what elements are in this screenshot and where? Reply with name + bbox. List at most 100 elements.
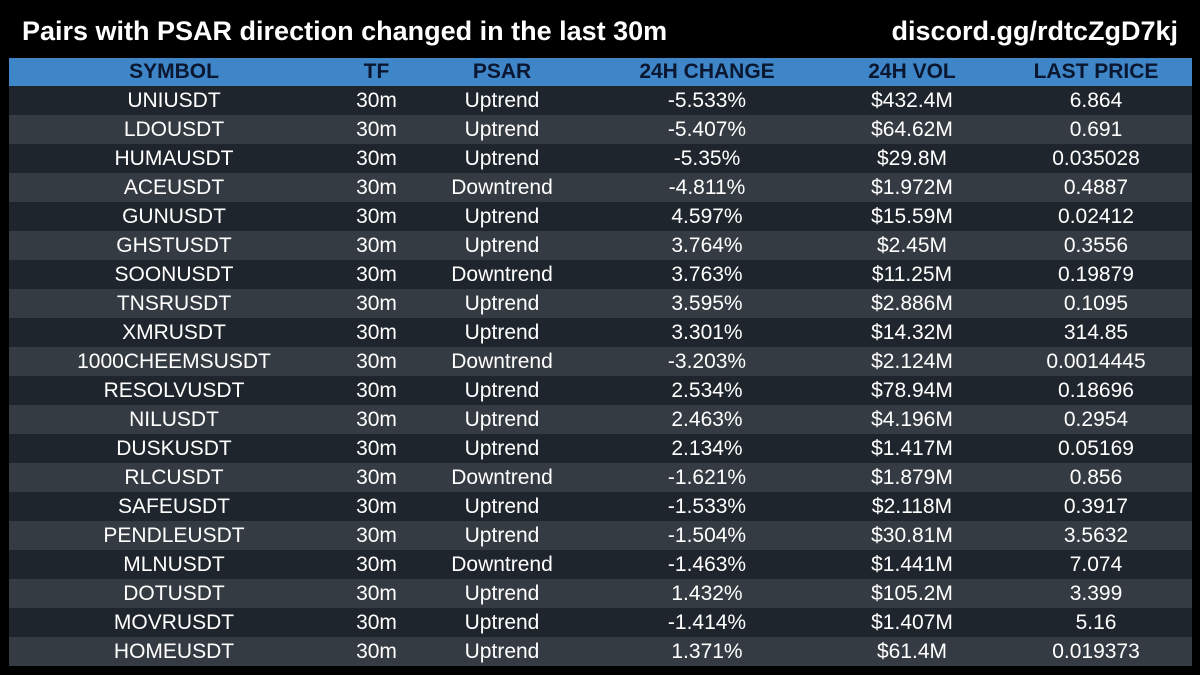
column-header-24h-vol[interactable]: 24H VOL	[824, 58, 1000, 86]
cell-tf: 30m	[339, 463, 414, 492]
table-row: UNIUSDT 30m Uptrend -5.533% $432.4M 6.86…	[9, 86, 1192, 115]
column-header-symbol[interactable]: SYMBOL	[9, 58, 339, 86]
cell-24h-change: 1.432%	[590, 579, 824, 608]
cell-tf: 30m	[339, 608, 414, 637]
cell-last-price: 7.074	[1000, 550, 1192, 579]
cell-24h-vol: $1.417M	[824, 434, 1000, 463]
cell-24h-change: 1.371%	[590, 637, 824, 666]
cell-tf: 30m	[339, 260, 414, 289]
cell-24h-vol: $2.886M	[824, 289, 1000, 318]
cell-last-price: 0.05169	[1000, 434, 1192, 463]
cell-psar: Downtrend	[414, 550, 590, 579]
cell-last-price: 0.691	[1000, 115, 1192, 144]
cell-tf: 30m	[339, 144, 414, 173]
cell-last-price: 0.18696	[1000, 376, 1192, 405]
page-header: Pairs with PSAR direction changed in the…	[0, 0, 1200, 58]
cell-24h-change: -5.407%	[590, 115, 824, 144]
table-row: HOMEUSDT 30m Uptrend 1.371% $61.4M 0.019…	[9, 637, 1192, 666]
cell-tf: 30m	[339, 318, 414, 347]
cell-psar: Uptrend	[414, 202, 590, 231]
cell-tf: 30m	[339, 434, 414, 463]
cell-symbol: SAFEUSDT	[9, 492, 339, 521]
table-row: XMRUSDT 30m Uptrend 3.301% $14.32M 314.8…	[9, 318, 1192, 347]
cell-last-price: 0.035028	[1000, 144, 1192, 173]
page-title: Pairs with PSAR direction changed in the…	[22, 16, 668, 46]
cell-last-price: 0.019373	[1000, 637, 1192, 666]
cell-tf: 30m	[339, 173, 414, 202]
table-row: TNSRUSDT 30m Uptrend 3.595% $2.886M 0.10…	[9, 289, 1192, 318]
cell-psar: Uptrend	[414, 637, 590, 666]
discord-link[interactable]: discord.gg/rdtcZgD7kj	[891, 16, 1178, 46]
cell-psar: Uptrend	[414, 115, 590, 144]
cell-last-price: 0.856	[1000, 463, 1192, 492]
table-row: 1000CHEEMSUSDT 30m Downtrend -3.203% $2.…	[9, 347, 1192, 376]
cell-symbol: HOMEUSDT	[9, 637, 339, 666]
table-row: DUSKUSDT 30m Uptrend 2.134% $1.417M 0.05…	[9, 434, 1192, 463]
table-row: RESOLVUSDT 30m Uptrend 2.534% $78.94M 0.…	[9, 376, 1192, 405]
cell-24h-change: 4.597%	[590, 202, 824, 231]
cell-tf: 30m	[339, 405, 414, 434]
table-row: NILUSDT 30m Uptrend 2.463% $4.196M 0.295…	[9, 405, 1192, 434]
cell-last-price: 0.2954	[1000, 405, 1192, 434]
cell-last-price: 0.3917	[1000, 492, 1192, 521]
cell-symbol: 1000CHEEMSUSDT	[9, 347, 339, 376]
table-row: RLCUSDT 30m Downtrend -1.621% $1.879M 0.…	[9, 463, 1192, 492]
cell-tf: 30m	[339, 492, 414, 521]
cell-24h-vol: $2.118M	[824, 492, 1000, 521]
cell-24h-vol: $61.4M	[824, 637, 1000, 666]
cell-tf: 30m	[339, 231, 414, 260]
column-header-last-price[interactable]: LAST PRICE	[1000, 58, 1192, 86]
table-row: SOONUSDT 30m Downtrend 3.763% $11.25M 0.…	[9, 260, 1192, 289]
cell-24h-change: 3.301%	[590, 318, 824, 347]
cell-psar: Uptrend	[414, 608, 590, 637]
cell-24h-change: 2.463%	[590, 405, 824, 434]
cell-24h-change: 2.134%	[590, 434, 824, 463]
column-header-psar[interactable]: PSAR	[414, 58, 590, 86]
cell-24h-vol: $2.124M	[824, 347, 1000, 376]
cell-psar: Downtrend	[414, 260, 590, 289]
table-row: GUNUSDT 30m Uptrend 4.597% $15.59M 0.024…	[9, 202, 1192, 231]
cell-symbol: DUSKUSDT	[9, 434, 339, 463]
cell-psar: Uptrend	[414, 579, 590, 608]
cell-psar: Downtrend	[414, 173, 590, 202]
cell-24h-change: -1.533%	[590, 492, 824, 521]
cell-24h-change: 3.595%	[590, 289, 824, 318]
cell-symbol: DOTUSDT	[9, 579, 339, 608]
cell-psar: Uptrend	[414, 86, 590, 115]
cell-psar: Uptrend	[414, 231, 590, 260]
cell-24h-change: -5.533%	[590, 86, 824, 115]
cell-tf: 30m	[339, 115, 414, 144]
cell-psar: Uptrend	[414, 492, 590, 521]
cell-symbol: UNIUSDT	[9, 86, 339, 115]
cell-tf: 30m	[339, 579, 414, 608]
column-header-24h-change[interactable]: 24H CHANGE	[590, 58, 824, 86]
cell-symbol: GUNUSDT	[9, 202, 339, 231]
cell-symbol: RESOLVUSDT	[9, 376, 339, 405]
table-row: GHSTUSDT 30m Uptrend 3.764% $2.45M 0.355…	[9, 231, 1192, 260]
cell-24h-change: 3.763%	[590, 260, 824, 289]
cell-psar: Uptrend	[414, 289, 590, 318]
cell-tf: 30m	[339, 521, 414, 550]
cell-last-price: 0.02412	[1000, 202, 1192, 231]
cell-symbol: MOVRUSDT	[9, 608, 339, 637]
table-row: ACEUSDT 30m Downtrend -4.811% $1.972M 0.…	[9, 173, 1192, 202]
cell-psar: Downtrend	[414, 347, 590, 376]
cell-psar: Uptrend	[414, 434, 590, 463]
cell-24h-vol: $1.972M	[824, 173, 1000, 202]
cell-24h-change: 2.534%	[590, 376, 824, 405]
column-header-tf[interactable]: TF	[339, 58, 414, 86]
cell-symbol: MLNUSDT	[9, 550, 339, 579]
cell-last-price: 0.4887	[1000, 173, 1192, 202]
cell-tf: 30m	[339, 637, 414, 666]
cell-psar: Uptrend	[414, 318, 590, 347]
cell-symbol: SOONUSDT	[9, 260, 339, 289]
cell-psar: Uptrend	[414, 376, 590, 405]
cell-24h-change: -1.504%	[590, 521, 824, 550]
table-row: MLNUSDT 30m Downtrend -1.463% $1.441M 7.…	[9, 550, 1192, 579]
cell-24h-change: -1.463%	[590, 550, 824, 579]
cell-24h-vol: $78.94M	[824, 376, 1000, 405]
cell-symbol: HUMAUSDT	[9, 144, 339, 173]
table-row: DOTUSDT 30m Uptrend 1.432% $105.2M 3.399	[9, 579, 1192, 608]
cell-tf: 30m	[339, 289, 414, 318]
table-row: LDOUSDT 30m Uptrend -5.407% $64.62M 0.69…	[9, 115, 1192, 144]
